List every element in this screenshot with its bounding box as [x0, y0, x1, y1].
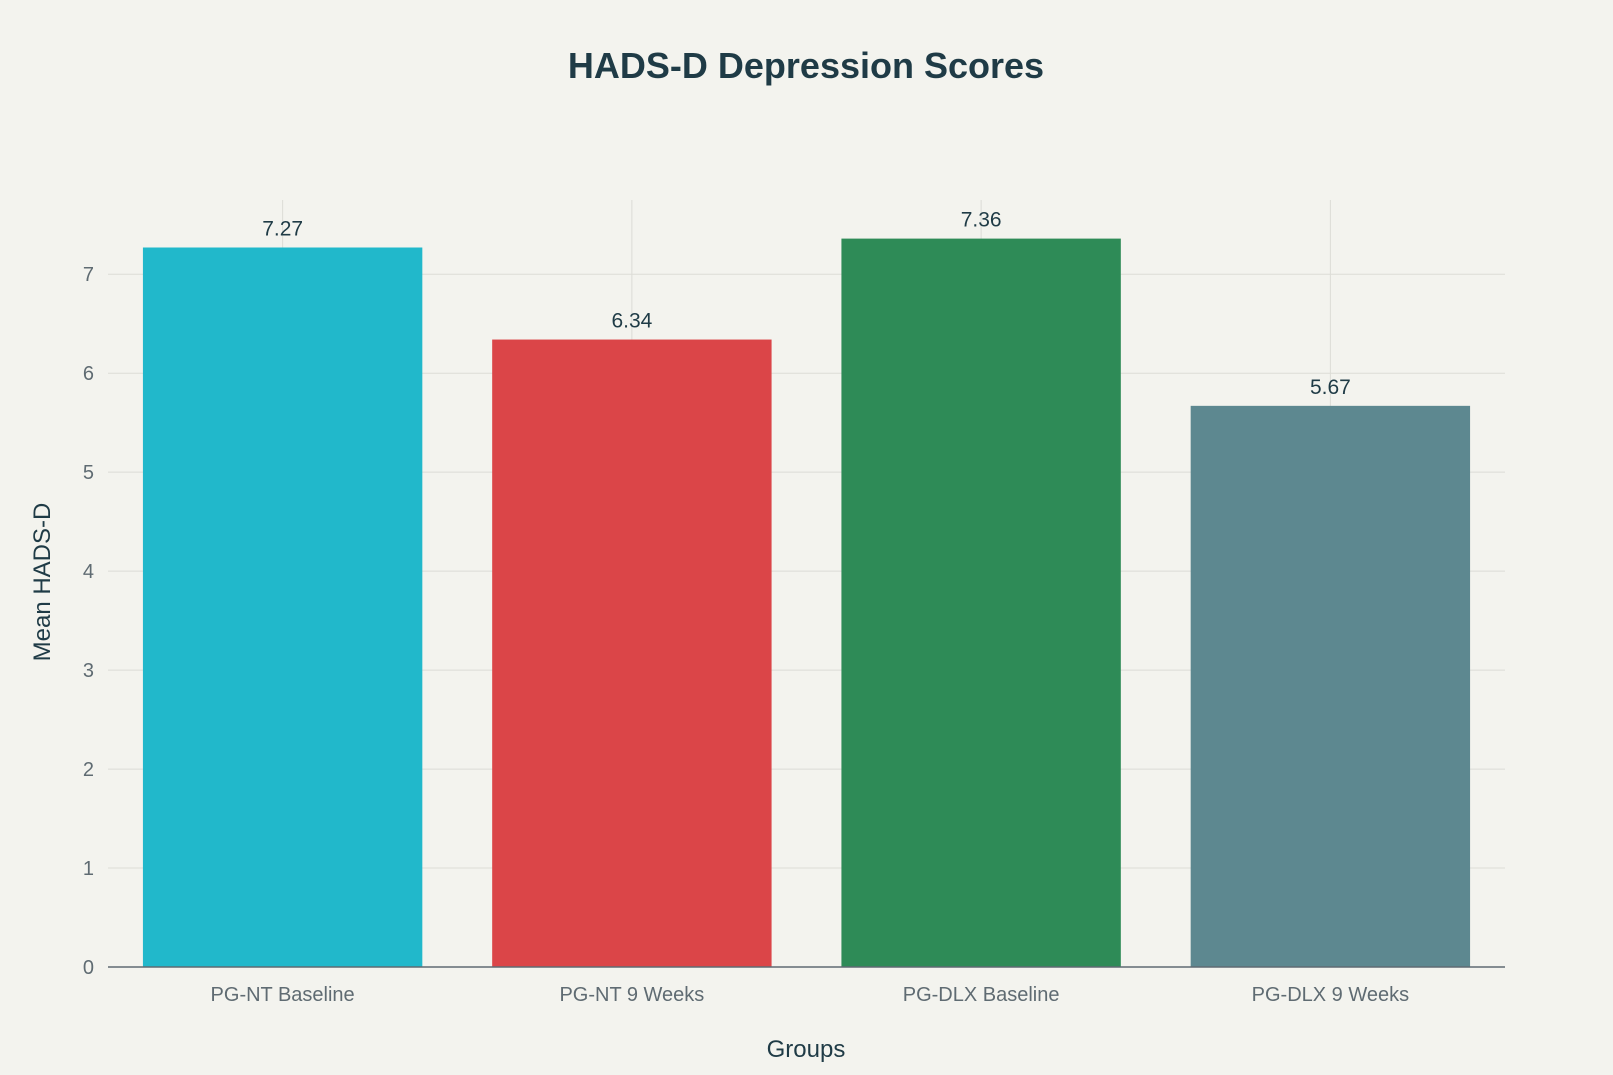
y-tick-label: 4	[83, 561, 94, 583]
x-axis-title: Groups	[767, 1036, 846, 1063]
chart-title: HADS-D Depression Scores	[568, 45, 1044, 86]
y-tick-label: 5	[83, 462, 94, 484]
bar-4	[1190, 405, 1471, 967]
x-tick-label: PG-DLX 9 Weeks	[1252, 984, 1409, 1006]
bar-3	[841, 238, 1121, 967]
x-tick-labels: PG-NT Baseline PG-NT 9 Weeks PG-DLX Baseli…	[211, 984, 1410, 1006]
bars	[142, 238, 1471, 967]
x-tick-label: PG-NT 9 Weeks	[559, 984, 704, 1006]
y-tick-label: 7	[83, 264, 94, 286]
data-labels: 7.27 6.34 7.36 5.67	[262, 209, 1351, 399]
data-label: 6.34	[611, 310, 652, 333]
data-label: 7.27	[262, 218, 303, 241]
bar-1	[142, 247, 423, 967]
y-tick-labels: 0 1 2 3 4 5 6 7	[83, 264, 94, 979]
y-axis-title: Mean HADS-D	[29, 503, 56, 662]
y-tick-label: 3	[83, 660, 94, 682]
data-label: 5.67	[1310, 376, 1351, 399]
x-tick-label: PG-DLX Baseline	[903, 984, 1060, 1006]
y-tick-label: 0	[83, 957, 94, 979]
bar-2	[492, 339, 772, 967]
y-tick-label: 6	[83, 363, 94, 385]
x-tick-label: PG-NT Baseline	[211, 984, 355, 1006]
y-tick-label: 2	[83, 759, 94, 781]
y-tick-label: 1	[83, 858, 94, 880]
data-label: 7.36	[961, 209, 1002, 232]
